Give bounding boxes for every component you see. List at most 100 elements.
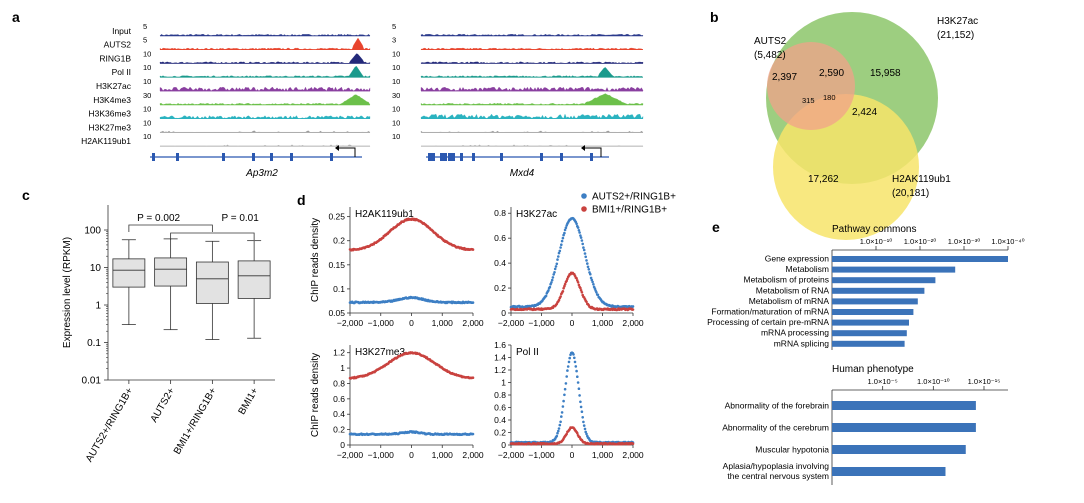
series-bmi1-ring1b (509, 426, 635, 446)
data-point (576, 431, 579, 435)
data-point (583, 252, 587, 255)
x-tick-label: 1,000 (432, 318, 454, 328)
data-point (579, 405, 583, 409)
box (237, 260, 271, 299)
track-max-right: 10 (392, 118, 400, 127)
y-tick-label: 0.2 (494, 428, 506, 438)
data-point (631, 442, 635, 446)
gene-exon (500, 153, 503, 161)
data-point (566, 369, 569, 372)
x-tick-label: 2,000 (622, 318, 644, 328)
track-signal (420, 67, 644, 78)
y-tick-label: 0.4 (494, 258, 506, 268)
significance-bracket (170, 232, 255, 240)
venn-auts2-only: 2,397 (772, 72, 797, 83)
data-point (580, 291, 584, 294)
data-point (557, 429, 560, 433)
y-tick-label: 0 (501, 308, 506, 318)
venn-h3k27ac-only: 15,958 (870, 68, 901, 79)
y-tick-label: 0 (340, 440, 345, 450)
x-tick-label: AUTS2+ (149, 386, 178, 425)
data-point (573, 360, 577, 364)
panel-e-enrichment: Pathway commons 1.0×10⁻¹⁰ 1.0×10⁻²⁰ 1.0×10⁻… (707, 224, 1025, 485)
data-point (555, 262, 559, 266)
x-tick-label: 2,000 (462, 450, 484, 460)
y-tick-label: 0.6 (494, 233, 506, 243)
x-tick-label: BMI1+ (237, 386, 261, 417)
subplot-title: Pol II (516, 347, 539, 358)
data-point (585, 300, 588, 304)
data-point (563, 393, 566, 397)
x-tick-label: 0 (409, 450, 414, 460)
panel-label-e: e (712, 219, 720, 235)
box (112, 258, 146, 288)
track-signal (159, 37, 371, 50)
gene-exon (460, 153, 463, 161)
data-point (576, 375, 579, 379)
data-point (551, 276, 555, 279)
data-point (563, 228, 567, 232)
y-tick-label: 1 (340, 363, 345, 373)
x-tick-label: −2,000 (337, 318, 364, 328)
y-tick-label: 1 (95, 301, 101, 312)
track-signal (420, 113, 644, 119)
data-point (559, 295, 562, 298)
y-tick-label: 0.2 (333, 425, 345, 435)
data-point (550, 278, 554, 282)
bar (832, 423, 976, 432)
bar-label: Abnormality of the forebrain (725, 401, 830, 411)
data-point (557, 298, 561, 302)
track-name: H2AK119ub1 (81, 136, 131, 146)
data-point (579, 234, 582, 237)
data-point (579, 400, 582, 404)
data-point (561, 290, 565, 293)
data-point (557, 251, 561, 255)
y-tick-label: 1.6 (494, 340, 506, 350)
data-point (579, 289, 583, 292)
y-tick-label: 0.1 (333, 284, 345, 294)
y-tick-label: 1.2 (494, 365, 506, 375)
data-point (596, 293, 600, 297)
y-axis-label-top: ChIP reads density (310, 218, 321, 302)
y-axis-label: Expression level (RPKM) (62, 237, 73, 348)
y-tick-label: 1 (501, 378, 506, 388)
panel-label-b: b (710, 9, 719, 25)
venn-auts2-count: (5,482) (754, 50, 786, 61)
data-point (576, 226, 580, 229)
data-point (556, 258, 559, 261)
x-tick-label: 2,000 (462, 318, 484, 328)
track-max-left: 10 (143, 63, 151, 72)
data-point (582, 420, 585, 424)
data-point (581, 242, 584, 246)
bar (832, 309, 914, 315)
p-value-label: P = 0.01 (221, 213, 259, 224)
group-title-phenotype: Human phenotype (832, 364, 914, 375)
data-point (572, 353, 575, 356)
data-point (544, 294, 548, 298)
data-point (557, 427, 561, 430)
data-point (550, 281, 553, 284)
track-name: Pol II (112, 67, 131, 77)
venn-h2ak-count: (20,181) (892, 188, 929, 199)
gene-exon (330, 153, 333, 161)
gene-label-ap3m2: Ap3m2 (245, 168, 278, 179)
venn-auts2-h3k27ac: 2,590 (819, 68, 844, 79)
x-tick-label: 2,000 (622, 450, 644, 460)
x-tick-label: −2,000 (498, 450, 525, 460)
track-signal (420, 93, 644, 105)
data-point (555, 434, 559, 438)
bar (832, 330, 907, 337)
panel-c-boxplot: 0.01 0.1 1 10 100 Expression level (RPKM) AUTS… (62, 205, 275, 464)
x-tick-label: −1,000 (528, 318, 555, 328)
y-tick-label: 0 (501, 440, 506, 450)
data-point (471, 432, 475, 436)
legend-label: BMI1+/RING1B+ (592, 205, 667, 216)
panel-b-venn: AUTS2 (5,482) H3K27ac (21,152) H2AK119ub… (754, 12, 978, 240)
data-point (471, 248, 475, 251)
y-tick-label: 0.6 (494, 403, 506, 413)
series-auts2-ring1b (509, 216, 635, 309)
bar-label: Processing of certain pre-mRNA (707, 317, 829, 327)
data-point (562, 233, 565, 237)
bar (832, 298, 918, 305)
bar-label: mRNA processing (761, 328, 829, 338)
